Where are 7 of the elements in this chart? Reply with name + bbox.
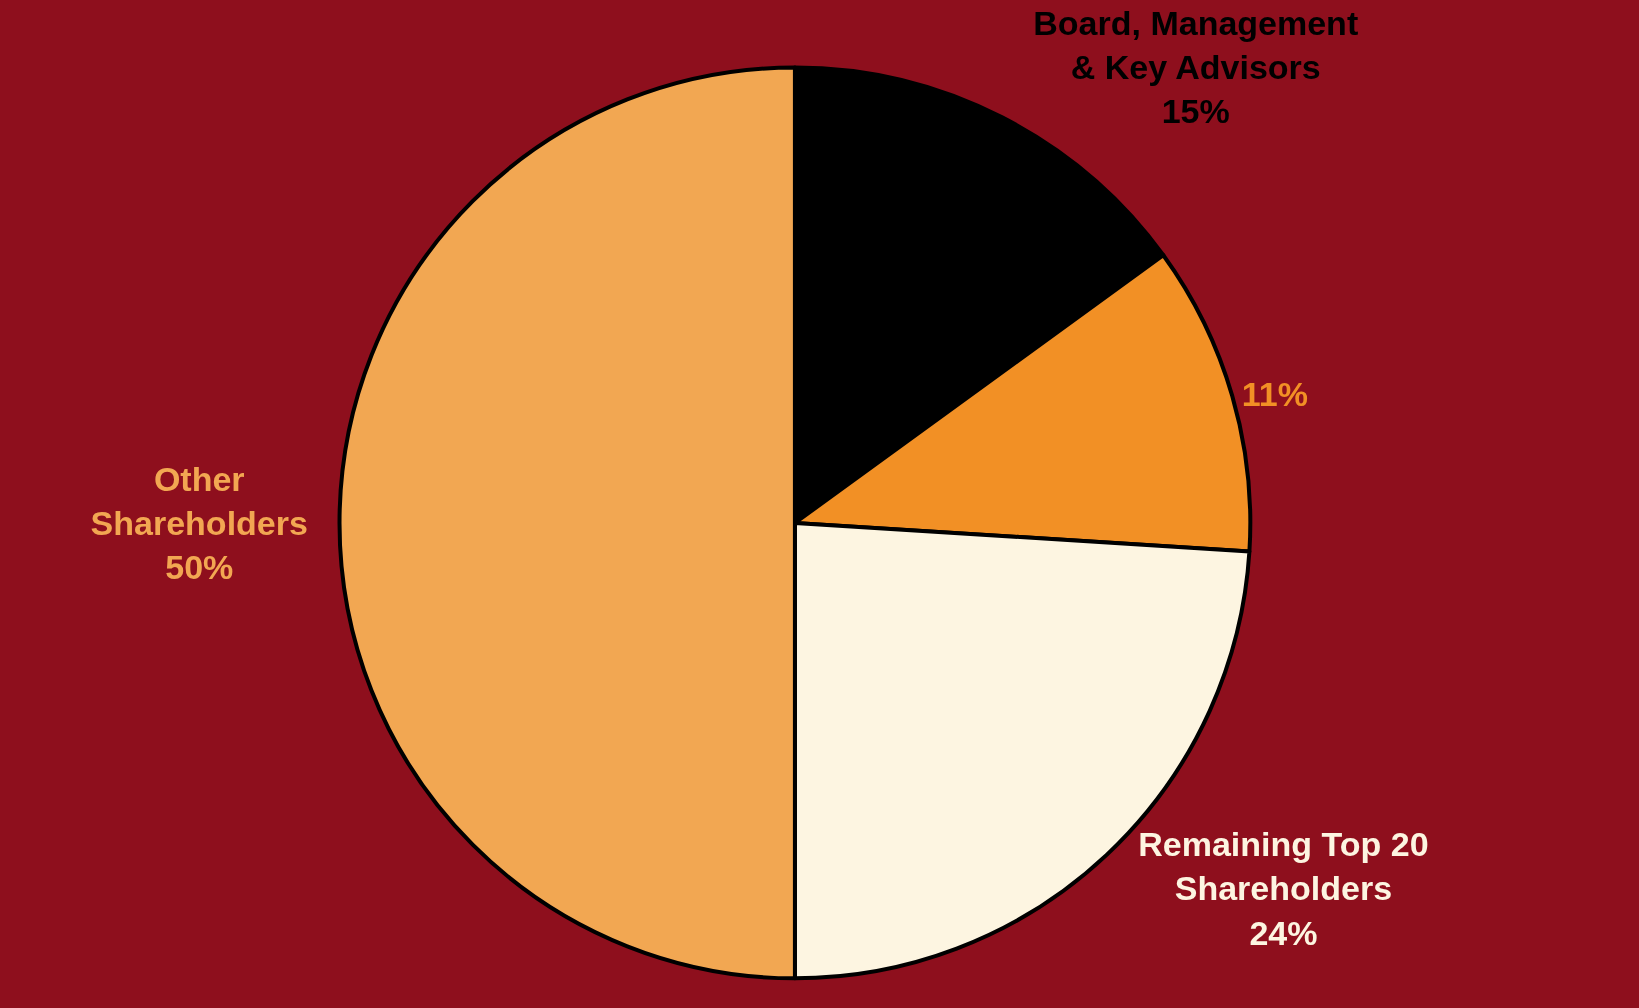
slice-label: Board, Management & Key Advisors [1033,3,1359,86]
data-label: 24% [1249,913,1318,952]
data-label: 11% [1241,375,1308,414]
slice-label: Remaining Top 20 Shareholders [1138,825,1429,908]
data-label: 15% [1161,92,1230,131]
slice-label: Other Shareholders [90,459,308,542]
data-label: 50% [165,548,234,587]
